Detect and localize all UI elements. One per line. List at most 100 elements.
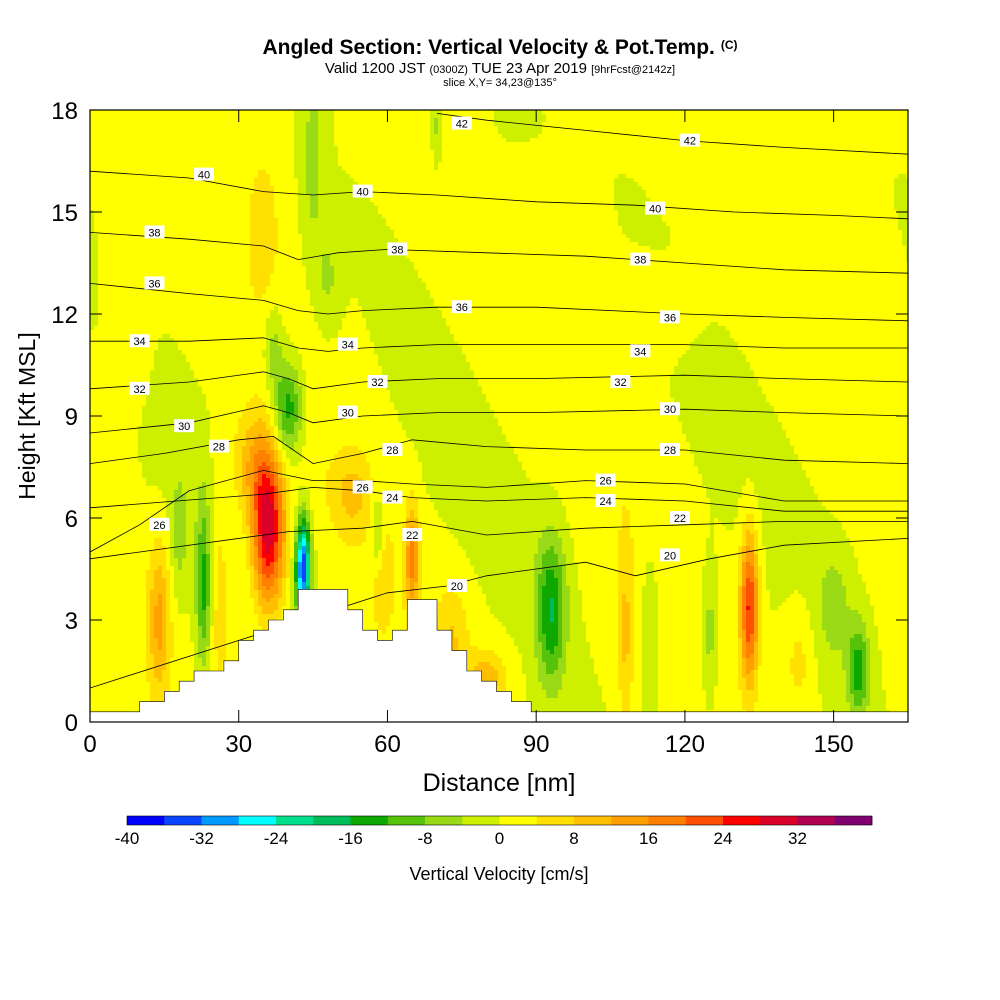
heat-cell [346,174,351,179]
heat-cell [782,130,787,135]
heat-cell [718,194,723,199]
heat-cell [514,126,519,131]
heat-cell [418,154,423,159]
heat-cell [802,118,807,123]
heat-cell [618,182,623,187]
heat-cell [330,202,335,207]
heat-cell [382,170,387,175]
heat-cell [442,186,447,191]
heat-cell [390,178,395,183]
heat-cell [794,138,799,143]
heat-cell [162,138,167,143]
heat-cell [158,114,163,119]
heat-cell [542,110,547,115]
heat-cell [730,114,735,119]
heat-cell [514,110,519,115]
heat-cell [638,170,643,175]
heat-cell [318,134,323,139]
heat-cell [722,134,727,139]
heat-cell [754,186,759,191]
heat-cell [278,158,283,163]
heat-cell [558,150,563,155]
heat-cell [246,150,251,155]
heat-cell [130,182,135,187]
heat-cell [230,142,235,147]
heat-cell [822,150,827,155]
heat-cell [326,150,331,155]
heat-cell [238,182,243,187]
heat-cell [550,142,555,147]
heat-cell [614,114,619,119]
heat-cell [314,202,319,207]
heat-cell [758,158,763,163]
heat-cell [750,142,755,147]
heat-cell [590,142,595,147]
heat-cell [462,142,467,147]
heat-cell [802,150,807,155]
heat-cell [818,174,823,179]
heat-cell [226,170,231,175]
heat-cell [750,182,755,187]
heat-cell [314,166,319,171]
heat-cell [462,134,467,139]
heat-cell [586,130,591,135]
heat-cell [586,178,591,183]
heat-cell [502,146,507,151]
heat-cell [794,194,799,199]
heat-cell [862,142,867,147]
heat-cell [382,130,387,135]
heat-cell [302,114,307,119]
heat-cell [802,202,807,207]
heat-cell [450,170,455,175]
heat-cell [670,194,675,199]
heat-cell [542,198,547,203]
heat-cell [774,182,779,187]
heat-cell [322,202,327,207]
heat-cell [582,178,587,183]
heat-cell [574,126,579,131]
heat-cell [902,158,907,163]
heat-cell [430,194,435,199]
heat-cell [506,194,511,199]
heat-cell [474,122,479,127]
heat-cell [726,182,731,187]
heat-cell [458,142,463,147]
heat-cell [490,118,495,123]
heat-cell [610,138,615,143]
heat-cell [882,182,887,187]
heat-cell [350,150,355,155]
heat-cell [650,154,655,159]
heat-cell [738,182,743,187]
heat-cell [498,114,503,119]
heat-cell [238,134,243,139]
heat-cell [142,126,147,131]
heat-cell [234,202,239,207]
heat-cell [438,122,443,127]
heat-cell [206,138,211,143]
heat-cell [138,134,143,139]
heat-cell [378,118,383,123]
heat-cell [378,182,383,187]
heat-cell [434,182,439,187]
heat-cell [714,130,719,135]
heat-cell [850,186,855,191]
heat-cell [878,202,883,207]
heat-cell [538,150,543,155]
heat-cell [542,138,547,143]
heat-cell [198,158,203,163]
heat-cell [482,194,487,199]
heat-cell [202,134,207,139]
heat-cell [534,162,539,167]
heat-cell [202,110,207,115]
heat-cell [430,134,435,139]
heat-cell [294,142,299,147]
heat-cell [170,122,175,127]
heat-cell [506,138,511,143]
heat-cell [642,118,647,123]
heat-cell [790,202,795,207]
heat-cell [546,162,551,167]
heat-cell [702,198,707,203]
heat-cell [258,194,263,199]
heat-cell [546,170,551,175]
heat-cell [610,198,615,203]
